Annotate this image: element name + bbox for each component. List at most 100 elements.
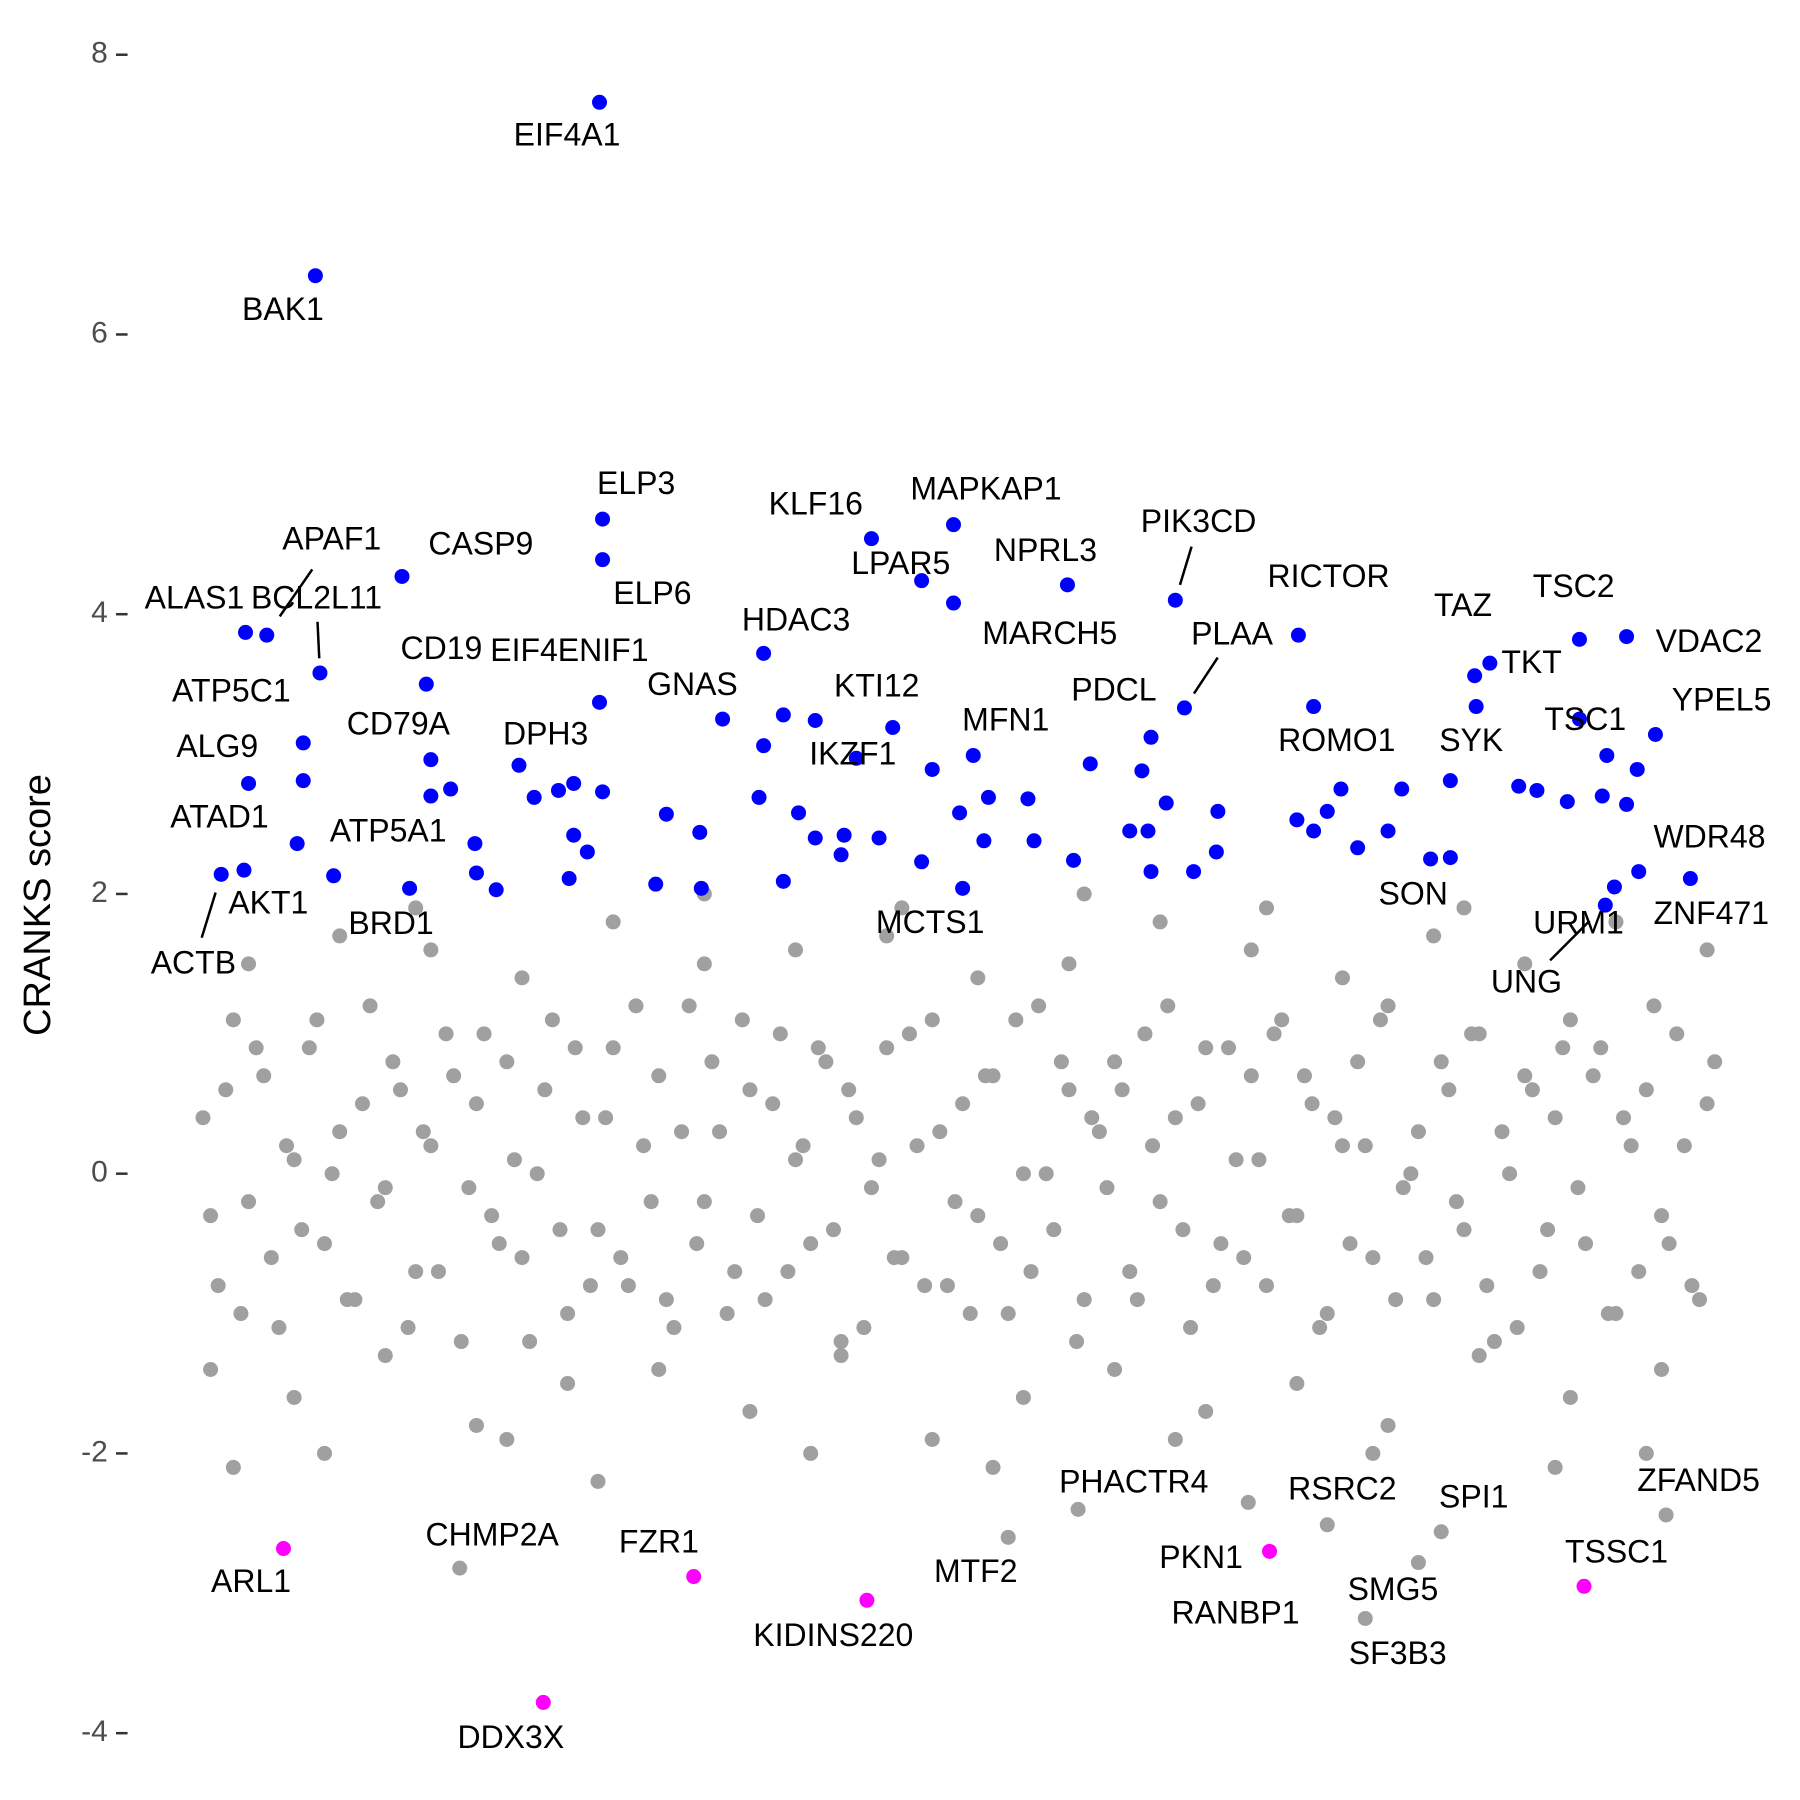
point bbox=[1306, 699, 1322, 715]
point bbox=[795, 1138, 811, 1154]
point-label: FZR1 bbox=[619, 1523, 699, 1559]
point bbox=[218, 1082, 234, 1098]
point bbox=[742, 1082, 758, 1098]
point bbox=[468, 865, 484, 881]
point bbox=[1243, 1068, 1259, 1084]
point bbox=[1619, 796, 1635, 812]
point bbox=[879, 928, 895, 944]
point bbox=[1394, 781, 1410, 797]
point bbox=[592, 94, 608, 110]
point bbox=[727, 1264, 743, 1280]
point bbox=[1140, 823, 1156, 839]
point bbox=[605, 1040, 621, 1056]
point-label: ZNF471 bbox=[1653, 895, 1769, 931]
point bbox=[400, 1320, 416, 1336]
point bbox=[1395, 1180, 1411, 1196]
point-label: KTI12 bbox=[834, 667, 919, 703]
point bbox=[590, 1473, 606, 1489]
point bbox=[1183, 1320, 1199, 1336]
point-label: APAF1 bbox=[282, 521, 381, 557]
point-label: DPH3 bbox=[503, 716, 588, 752]
point bbox=[807, 830, 823, 846]
point-label: WDR48 bbox=[1653, 819, 1765, 855]
point bbox=[859, 1592, 875, 1608]
point bbox=[803, 1445, 819, 1461]
point bbox=[468, 1417, 484, 1433]
point bbox=[1441, 1082, 1457, 1098]
point-label: RICTOR bbox=[1268, 558, 1390, 594]
point bbox=[1442, 850, 1458, 866]
point-label: SPI1 bbox=[1439, 1479, 1508, 1515]
point bbox=[511, 757, 527, 773]
point bbox=[712, 1124, 728, 1140]
point bbox=[1296, 1068, 1312, 1084]
point-label: NPRL3 bbox=[994, 532, 1097, 568]
point bbox=[1082, 756, 1098, 772]
point-label: ROMO1 bbox=[1278, 722, 1395, 758]
point bbox=[863, 531, 879, 547]
point bbox=[1251, 1152, 1267, 1168]
point bbox=[780, 1264, 796, 1280]
point bbox=[1015, 1166, 1031, 1182]
point-label: KLF16 bbox=[769, 486, 863, 522]
point bbox=[1571, 711, 1587, 727]
point bbox=[1532, 1264, 1548, 1280]
point bbox=[286, 1152, 302, 1168]
point bbox=[307, 268, 323, 284]
point bbox=[833, 847, 849, 863]
point bbox=[476, 1026, 492, 1042]
point bbox=[514, 1250, 530, 1266]
point bbox=[1442, 773, 1458, 789]
point bbox=[1426, 1292, 1442, 1308]
point bbox=[1638, 1445, 1654, 1461]
point bbox=[225, 1012, 241, 1028]
y-tick-label: 2 bbox=[91, 876, 108, 909]
point bbox=[1388, 1292, 1404, 1308]
point bbox=[775, 873, 791, 889]
point bbox=[238, 624, 254, 640]
point bbox=[326, 868, 342, 884]
point bbox=[1654, 1362, 1670, 1378]
point bbox=[1167, 1110, 1183, 1126]
point bbox=[1059, 577, 1075, 593]
point bbox=[658, 806, 674, 822]
point bbox=[658, 1292, 674, 1308]
point bbox=[1597, 897, 1613, 913]
point bbox=[443, 781, 459, 797]
point bbox=[955, 1096, 971, 1112]
point bbox=[394, 568, 410, 584]
point bbox=[418, 676, 434, 692]
point bbox=[1070, 1501, 1086, 1517]
point bbox=[295, 735, 311, 751]
point bbox=[1243, 942, 1259, 958]
point-label: ZFAND5 bbox=[1637, 1462, 1760, 1498]
point bbox=[1327, 1110, 1343, 1126]
point-label: TSC1 bbox=[1544, 701, 1626, 737]
point bbox=[1281, 1208, 1297, 1224]
point bbox=[1654, 1208, 1670, 1224]
point bbox=[236, 862, 252, 878]
point bbox=[1423, 851, 1439, 867]
point bbox=[734, 1012, 750, 1028]
point bbox=[529, 1166, 545, 1182]
point bbox=[976, 833, 992, 849]
leader-line bbox=[1192, 656, 1219, 695]
point bbox=[1468, 699, 1484, 715]
point bbox=[1593, 1040, 1609, 1056]
point bbox=[1629, 761, 1645, 777]
point bbox=[1707, 1054, 1723, 1070]
point bbox=[312, 665, 328, 681]
point bbox=[1562, 1012, 1578, 1028]
point bbox=[592, 694, 608, 710]
point bbox=[848, 750, 864, 766]
point bbox=[955, 880, 971, 896]
point bbox=[946, 595, 962, 611]
point bbox=[742, 1403, 758, 1419]
point bbox=[1031, 998, 1047, 1014]
point-label: ALAS1 bbox=[145, 579, 245, 615]
point bbox=[1638, 1082, 1654, 1098]
point bbox=[241, 1194, 257, 1210]
point bbox=[1306, 823, 1322, 839]
point-label: KIDINS220 bbox=[753, 1617, 913, 1653]
point bbox=[1198, 1040, 1214, 1056]
